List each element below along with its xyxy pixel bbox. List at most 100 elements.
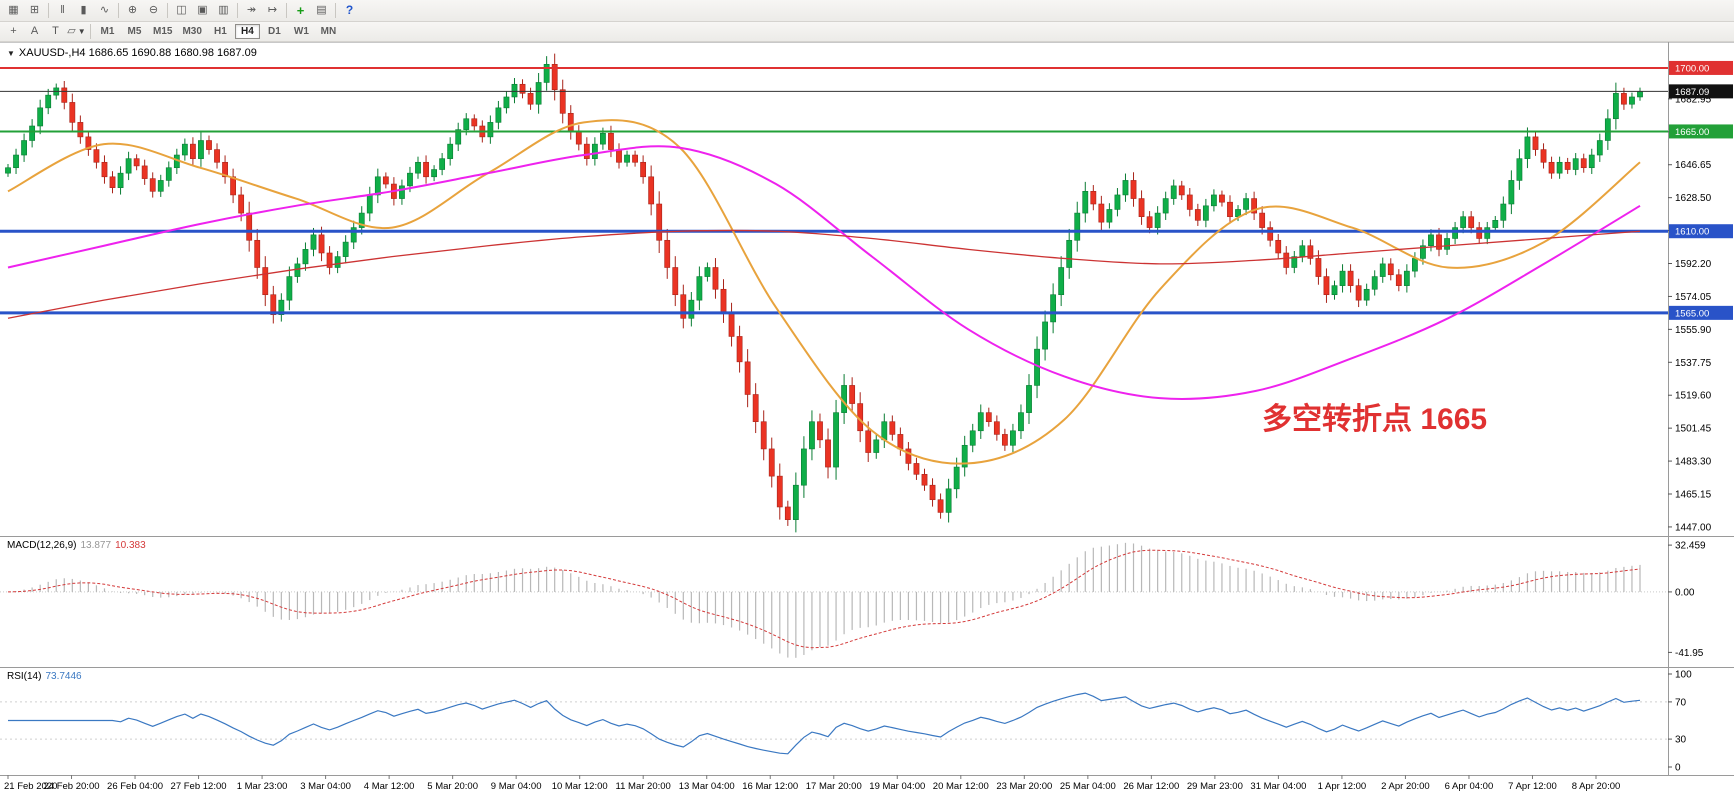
chevron-down-icon: ▼: [77, 27, 86, 36]
svg-text:20 Mar 12:00: 20 Mar 12:00: [933, 781, 989, 792]
auto-scroll-button[interactable]: ↠: [241, 2, 262, 19]
svg-text:1537.75: 1537.75: [1675, 358, 1712, 369]
svg-text:24 Feb 20:00: 24 Feb 20:00: [44, 781, 100, 792]
svg-text:2 Apr 20:00: 2 Apr 20:00: [1381, 781, 1430, 792]
timeframe-h1-button[interactable]: H1: [208, 24, 233, 39]
timeframe-m1-button[interactable]: M1: [95, 24, 120, 39]
zoom-in-icon: ⊕: [127, 4, 138, 16]
svg-text:1447.00: 1447.00: [1675, 522, 1712, 533]
chart-title: ▼ XAUUSD-,H4 1686.65 1690.88 1680.98 1687…: [7, 47, 257, 59]
shapes-tool-icon: ▱: [67, 25, 76, 37]
help-button[interactable]: ?: [339, 2, 360, 19]
svg-text:1646.65: 1646.65: [1675, 160, 1712, 171]
svg-text:1700.00: 1700.00: [1675, 63, 1709, 74]
timeframe-mn-button[interactable]: MN: [316, 24, 341, 39]
svg-text:1 Apr 12:00: 1 Apr 12:00: [1318, 781, 1367, 792]
symbol-ohlc-text: XAUUSD-,H4 1686.65 1690.88 1680.98 1687.…: [18, 47, 257, 59]
svg-text:0.00: 0.00: [1675, 587, 1695, 598]
svg-text:100: 100: [1675, 670, 1692, 681]
toolbar-tools: + A T ▱ ▼ M1 M5 M15 M30 H1 H4 D1 W1 MN: [0, 22, 1734, 42]
toolbar-separator: [48, 3, 49, 18]
zoom-out-icon: ⊖: [148, 4, 159, 16]
chart-shift-icon: ↦: [267, 4, 278, 16]
candlestick-type-icon: ▮: [80, 4, 87, 16]
svg-text:70: 70: [1675, 697, 1687, 708]
shapes-tool-button[interactable]: ▱ ▼: [66, 23, 87, 40]
svg-text:17 Mar 20:00: 17 Mar 20:00: [806, 781, 862, 792]
line-chart-type-button[interactable]: ∿: [94, 2, 115, 19]
text-tool-icon: T: [52, 25, 59, 37]
svg-text:3 Mar 04:00: 3 Mar 04:00: [300, 781, 351, 792]
toolbar-separator: [286, 3, 287, 18]
svg-text:27 Feb 12:00: 27 Feb 12:00: [171, 781, 227, 792]
cascade-windows-button[interactable]: ▣: [192, 2, 213, 19]
svg-text:32.459: 32.459: [1675, 541, 1706, 552]
svg-text:19 Mar 04:00: 19 Mar 04:00: [869, 781, 925, 792]
svg-text:1628.50: 1628.50: [1675, 193, 1712, 204]
svg-text:1501.45: 1501.45: [1675, 424, 1712, 435]
svg-text:1574.05: 1574.05: [1675, 292, 1712, 303]
svg-text:29 Mar 23:00: 29 Mar 23:00: [1187, 781, 1243, 792]
cascade-windows-icon: ▣: [197, 4, 208, 16]
toolbar-separator: [335, 3, 336, 18]
macd-label: MACD(12,26,9) 13.877 10.383: [7, 540, 146, 551]
svg-text:5 Mar 20:00: 5 Mar 20:00: [427, 781, 478, 792]
charts-grid-button[interactable]: ▦: [3, 2, 24, 19]
symbol-dropdown-icon[interactable]: ▼: [7, 49, 15, 58]
arrange-windows-button[interactable]: ▥: [213, 2, 234, 19]
timeframe-h4-button[interactable]: H4: [234, 24, 260, 39]
svg-text:8 Apr 20:00: 8 Apr 20:00: [1572, 781, 1621, 792]
crosshair-icon: +: [10, 25, 17, 37]
svg-text:1 Mar 23:00: 1 Mar 23:00: [237, 781, 288, 792]
svg-text:0: 0: [1675, 763, 1681, 774]
toolbar-separator: [90, 24, 91, 39]
svg-text:1682.95: 1682.95: [1675, 94, 1712, 105]
text-label-button[interactable]: A: [24, 23, 45, 40]
auto-scroll-icon: ↠: [246, 4, 257, 16]
zoom-out-button[interactable]: ⊖: [143, 2, 164, 19]
arrange-windows-icon: ▥: [218, 4, 229, 16]
svg-text:1555.90: 1555.90: [1675, 325, 1712, 336]
macd-signal-value: 10.383: [115, 540, 146, 551]
rsi-value: 73.7446: [45, 671, 82, 682]
line-chart-type-icon: ∿: [99, 4, 110, 16]
toolbar-separator: [118, 3, 119, 18]
svg-text:16 Mar 12:00: 16 Mar 12:00: [742, 781, 798, 792]
svg-text:9 Mar 04:00: 9 Mar 04:00: [491, 781, 542, 792]
templates-button[interactable]: ▤: [311, 2, 332, 19]
indicators-add-icon: +: [296, 3, 305, 18]
ohlc-bars-type-button[interactable]: ‖: [52, 2, 73, 19]
svg-text:21 Feb 2020: 21 Feb 2020: [4, 781, 57, 792]
new-chart-button[interactable]: ⊞: [24, 2, 45, 19]
timeframe-m30-button[interactable]: M30: [178, 24, 205, 39]
svg-text:26 Feb 04:00: 26 Feb 04:00: [107, 781, 163, 792]
macd-main-value: 13.877: [80, 540, 112, 551]
svg-text:1519.60: 1519.60: [1675, 391, 1712, 402]
rsi-label: RSI(14) 73.7446: [7, 671, 82, 682]
new-chart-icon: ⊞: [29, 4, 40, 16]
svg-text:-41.95: -41.95: [1675, 648, 1704, 659]
timeframe-d1-button[interactable]: D1: [262, 24, 287, 39]
svg-text:1592.20: 1592.20: [1675, 259, 1712, 270]
toolbar-separator: [167, 3, 168, 18]
tile-windows-icon: ◫: [176, 4, 187, 16]
chart-shift-button[interactable]: ↦: [262, 2, 283, 19]
timeframe-w1-button[interactable]: W1: [289, 24, 314, 39]
svg-text:1687.09: 1687.09: [1675, 87, 1709, 98]
tile-windows-button[interactable]: ◫: [171, 2, 192, 19]
svg-text:1465.15: 1465.15: [1675, 490, 1712, 501]
candlestick-type-button[interactable]: ▮: [73, 2, 94, 19]
zoom-in-button[interactable]: ⊕: [122, 2, 143, 19]
svg-text:1665.00: 1665.00: [1675, 127, 1709, 138]
svg-text:31 Mar 04:00: 31 Mar 04:00: [1250, 781, 1306, 792]
indicators-add-button[interactable]: +: [290, 2, 311, 19]
timeframe-m15-button[interactable]: M15: [149, 24, 176, 39]
svg-text:1483.30: 1483.30: [1675, 457, 1712, 468]
timeframe-m5-button[interactable]: M5: [122, 24, 147, 39]
text-tool-button[interactable]: T: [45, 23, 66, 40]
svg-text:30: 30: [1675, 735, 1687, 746]
crosshair-button[interactable]: +: [3, 23, 24, 40]
text-label-icon: A: [30, 25, 39, 37]
